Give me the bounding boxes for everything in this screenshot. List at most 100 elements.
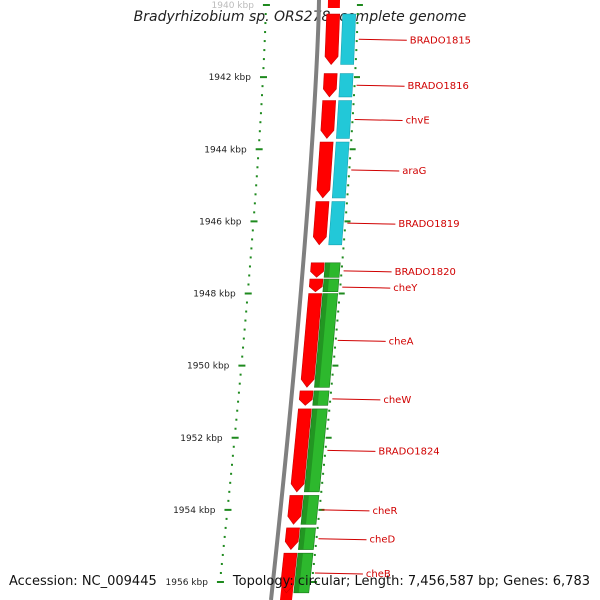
right-tick (356, 22, 359, 25)
cds-arrow (300, 293, 323, 388)
kbp-label: 1940 kbp (212, 1, 255, 11)
kbp-label: 1952 kbp (180, 434, 223, 444)
right-tick (337, 301, 340, 304)
label-leader (347, 222, 396, 225)
minor-tick (221, 553, 224, 556)
gene-ched[interactable] (284, 527, 316, 551)
right-tick (348, 166, 351, 169)
right-tick (313, 553, 316, 556)
gene-label[interactable]: cheW (383, 395, 411, 406)
major-tick (238, 364, 246, 367)
tick-marks: 1940 kbp 1942 kbp 1944 kbp 1946 kbp 1948 kbp… (166, 1, 363, 588)
green-gene-shade (312, 390, 320, 406)
right-tick (328, 409, 331, 412)
gene-brado1815[interactable] (324, 13, 357, 65)
gene-label[interactable]: cheB (366, 569, 391, 580)
gene-arag[interactable] (316, 141, 350, 199)
gene-cher[interactable] (287, 495, 320, 525)
minor-tick (243, 328, 246, 331)
label-leader (354, 118, 403, 121)
right-tick (330, 382, 333, 385)
minor-tick (247, 283, 250, 286)
minor-tick (258, 130, 261, 133)
right-tick (354, 67, 357, 70)
gene-label[interactable]: cheY (393, 283, 418, 294)
cyan-gene-block (340, 13, 357, 65)
right-tick (345, 202, 348, 205)
label-leader (318, 538, 367, 541)
right-tick (334, 337, 337, 340)
gene-chve[interactable] (320, 100, 353, 139)
gene-brado1819[interactable] (313, 201, 346, 246)
cyan-gene-block (336, 100, 353, 139)
right-tick (356, 13, 359, 16)
minor-tick (235, 418, 238, 421)
major-tick (259, 76, 267, 79)
major-tick (244, 292, 252, 295)
minor-tick (238, 382, 241, 385)
minor-tick (248, 274, 251, 277)
gene-label[interactable]: BRADO1824 (378, 446, 439, 457)
gene-label[interactable]: cheR (372, 506, 397, 517)
gene-label[interactable]: BRADO1819 (398, 219, 459, 230)
gene-brado1816[interactable] (323, 73, 354, 98)
cds-arrow (290, 408, 312, 493)
right-tick (319, 499, 322, 502)
gene-chey[interactable] (308, 278, 340, 293)
right-tick (349, 148, 356, 151)
right-tick (324, 445, 327, 448)
cds-arrow (316, 141, 334, 199)
gene-chew[interactable] (298, 390, 330, 406)
gene-features (280, 0, 357, 600)
label-leader (321, 509, 370, 512)
minor-tick (222, 544, 225, 547)
minor-tick (258, 139, 261, 142)
minor-tick (253, 202, 256, 205)
gene-brado1820[interactable] (310, 262, 341, 278)
minor-tick (256, 166, 259, 169)
gene-label[interactable]: cheD (369, 535, 395, 546)
right-tick (327, 418, 330, 421)
label-leader (332, 398, 381, 401)
right-tick (341, 256, 344, 259)
cds-arrow (310, 262, 325, 278)
right-tick (345, 211, 348, 214)
label-leader (356, 84, 405, 87)
minor-tick (236, 409, 239, 412)
minor-tick (251, 238, 254, 241)
right-tick (340, 274, 343, 277)
gene-label[interactable]: BRADO1816 (408, 81, 469, 92)
gene-brado1824[interactable] (290, 408, 328, 493)
major-tick (250, 220, 258, 223)
kbp-label: 1944 kbp (204, 145, 247, 155)
gene-label[interactable]: araG (402, 166, 426, 177)
minor-tick (264, 13, 267, 16)
gene-label[interactable]: cheA (389, 336, 414, 347)
major-tick (224, 508, 232, 511)
backbone-line (269, 0, 321, 600)
green-gene-shade (324, 262, 331, 278)
right-tick (311, 571, 314, 574)
cds-arrow (320, 100, 337, 139)
minor-tick (262, 58, 265, 61)
label-leader (358, 38, 407, 41)
gene-chea[interactable] (300, 293, 339, 388)
minor-tick (219, 571, 222, 574)
kbp-label: 1942 kbp (209, 73, 252, 83)
kbp-label: 1954 kbp (173, 506, 216, 516)
gene-label[interactable]: chvE (406, 115, 430, 126)
minor-tick (259, 112, 262, 115)
minor-tick (242, 337, 245, 340)
gene-label[interactable]: BRADO1815 (410, 35, 471, 46)
gene-cheb[interactable] (280, 552, 314, 594)
minor-tick (224, 526, 227, 529)
cds-arrow (308, 278, 324, 293)
right-tick (342, 247, 345, 250)
cds-arrow (287, 495, 304, 525)
right-tick (353, 85, 356, 88)
gene-label[interactable]: BRADO1820 (395, 267, 456, 278)
right-tick (356, 31, 359, 34)
label-leader (337, 339, 386, 342)
minor-tick (234, 427, 237, 430)
